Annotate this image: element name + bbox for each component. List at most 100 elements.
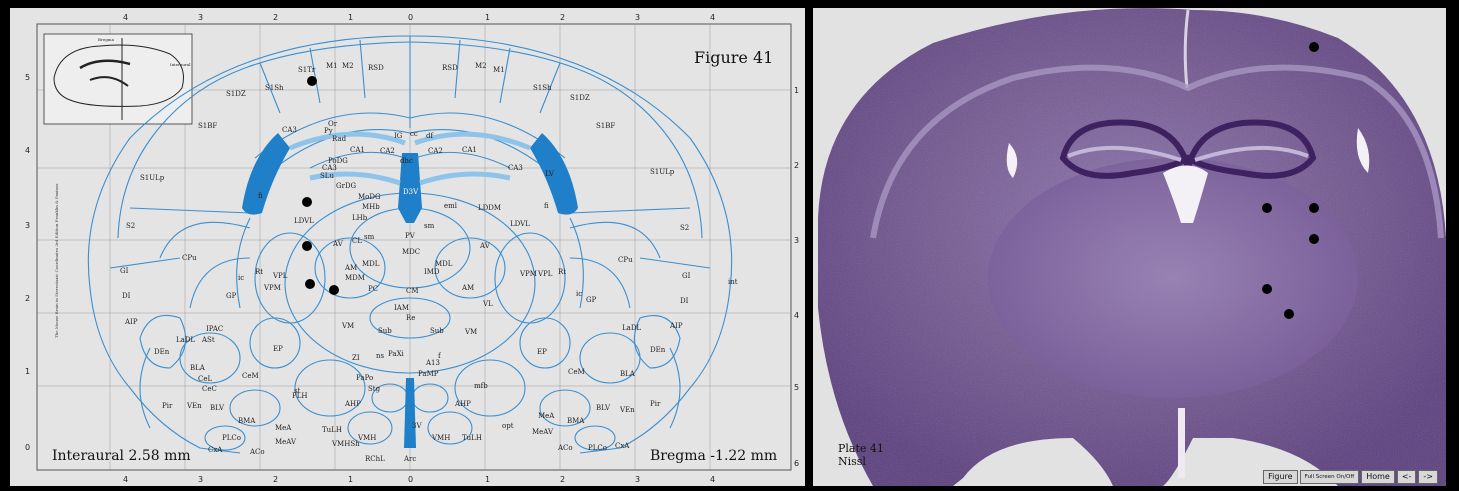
svg-text:3V: 3V	[412, 422, 422, 430]
svg-text:AIP: AIP	[669, 322, 683, 330]
svg-text:fi: fi	[544, 202, 549, 210]
stain-label: Nissl	[838, 455, 866, 468]
svg-text:BLA: BLA	[620, 370, 636, 378]
prev-button[interactable]: <-	[1396, 470, 1417, 484]
svg-text:CxA: CxA	[615, 442, 630, 450]
svg-text:Stg: Stg	[368, 385, 381, 393]
hippocampus-bands	[289, 131, 531, 186]
svg-text:Py: Py	[324, 127, 333, 135]
svg-text:M1: M1	[493, 66, 505, 74]
svg-text:VM: VM	[341, 322, 354, 330]
svg-text:S1ULp: S1ULp	[650, 168, 675, 176]
svg-text:BMA: BMA	[567, 417, 585, 425]
next-button[interactable]: ->	[1418, 470, 1438, 484]
svg-text:IPAC: IPAC	[206, 325, 223, 333]
svg-text:RSD: RSD	[368, 64, 384, 72]
svg-text:LV: LV	[545, 170, 555, 178]
svg-text:PLH: PLH	[292, 392, 307, 400]
svg-text:VL: VL	[482, 300, 493, 308]
marker-dot	[1262, 284, 1272, 294]
sagittal-inset: Bregma Interaural	[43, 33, 193, 125]
bottom-tick-labels: 4 3 2 1 0 1 2 3 4	[123, 475, 715, 484]
svg-text:LHb: LHb	[352, 214, 368, 222]
fullscreen-button[interactable]: Full Screen On/Off	[1299, 470, 1360, 484]
svg-text:D3V: D3V	[403, 188, 419, 196]
svg-text:CA3: CA3	[322, 164, 337, 172]
svg-text:mfb: mfb	[474, 382, 488, 390]
svg-text:1: 1	[25, 367, 30, 376]
svg-text:cc: cc	[410, 130, 418, 138]
svg-text:CA1: CA1	[350, 146, 365, 154]
svg-text:2: 2	[25, 294, 30, 303]
svg-text:S1Tr: S1Tr	[298, 66, 316, 74]
svg-text:CeM: CeM	[568, 368, 585, 376]
svg-text:S1DZ: S1DZ	[226, 90, 246, 98]
svg-text:0: 0	[408, 13, 413, 22]
svg-text:sm: sm	[364, 233, 375, 241]
svg-text:S1Sh: S1Sh	[533, 84, 552, 92]
svg-text:M1: M1	[326, 62, 338, 70]
svg-text:IG: IG	[394, 132, 403, 140]
svg-text:3: 3	[635, 13, 640, 22]
svg-text:2: 2	[273, 475, 278, 484]
svg-text:2: 2	[273, 13, 278, 22]
svg-text:DEn: DEn	[650, 346, 666, 354]
svg-text:GI: GI	[120, 267, 129, 275]
marker-dots	[1262, 42, 1319, 319]
svg-text:MHb: MHb	[362, 203, 380, 211]
svg-text:M2: M2	[475, 62, 487, 70]
svg-text:ACo: ACo	[557, 444, 573, 452]
svg-text:1: 1	[485, 13, 490, 22]
svg-text:S2: S2	[680, 224, 689, 232]
nissl-section-image	[818, 8, 1446, 486]
svg-text:eml: eml	[444, 202, 458, 210]
svg-text:S1DZ: S1DZ	[570, 94, 590, 102]
svg-text:RSD: RSD	[442, 64, 458, 72]
svg-text:VMH: VMH	[357, 434, 376, 442]
svg-text:Bregma: Bregma	[98, 37, 115, 42]
svg-text:ic: ic	[576, 290, 582, 298]
figure-label: Figure 41	[694, 48, 773, 67]
svg-text:Re: Re	[406, 314, 415, 322]
svg-text:3: 3	[25, 221, 30, 230]
svg-text:4: 4	[123, 475, 128, 484]
svg-text:DI: DI	[680, 297, 689, 305]
svg-text:Rt: Rt	[255, 268, 263, 276]
plate-caption: Plate 41 Nissl	[838, 442, 884, 468]
marker-dot	[302, 241, 312, 251]
svg-text:AHP: AHP	[344, 400, 361, 408]
svg-text:4: 4	[710, 13, 715, 22]
svg-text:VPM: VPM	[519, 270, 537, 278]
svg-text:GrDG: GrDG	[336, 182, 357, 190]
viewer-nav: Figure Full Screen On/Off Home <- ->	[1263, 470, 1438, 484]
svg-text:sm: sm	[424, 222, 435, 230]
home-button[interactable]: Home	[1361, 470, 1395, 484]
svg-text:AV: AV	[479, 242, 491, 250]
svg-text:VPL: VPL	[272, 272, 288, 280]
svg-text:VMH: VMH	[431, 434, 450, 442]
svg-text:1: 1	[348, 13, 353, 22]
svg-text:opt: opt	[502, 422, 514, 430]
marker-dot	[302, 197, 312, 207]
svg-text:BMA: BMA	[238, 417, 256, 425]
svg-text:DEn: DEn	[154, 348, 170, 356]
svg-text:CeM: CeM	[242, 372, 259, 380]
svg-text:M2: M2	[342, 62, 354, 70]
svg-text:MeA: MeA	[538, 412, 555, 420]
svg-text:IAM: IAM	[394, 304, 409, 312]
svg-text:CA3: CA3	[508, 164, 523, 172]
figure-button[interactable]: Figure	[1263, 470, 1298, 484]
svg-text:ZI: ZI	[352, 354, 360, 362]
svg-text:Interaural: Interaural	[170, 62, 191, 67]
svg-text:LDVL: LDVL	[294, 217, 314, 225]
ventricles	[242, 133, 578, 448]
svg-text:3: 3	[635, 475, 640, 484]
left-tick-labels: 5 4 3 2 1 0	[25, 73, 30, 452]
svg-text:Rt: Rt	[558, 268, 566, 276]
svg-text:1: 1	[485, 475, 490, 484]
svg-text:PV: PV	[405, 232, 416, 240]
svg-text:CPu: CPu	[182, 254, 197, 262]
svg-text:AV: AV	[332, 240, 344, 248]
svg-text:CA1: CA1	[462, 146, 477, 154]
svg-text:AHP: AHP	[454, 400, 471, 408]
